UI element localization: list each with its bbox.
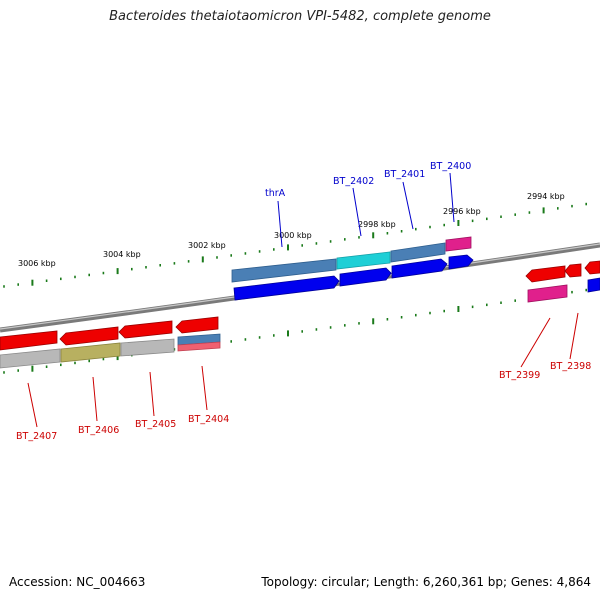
gene-label[interactable]: BT_2404 (188, 414, 229, 425)
gene-feature-bt2400[interactable] (445, 236, 472, 252)
tick-label: 2994 kbp (527, 192, 565, 201)
gene-label[interactable]: BT_2399 (499, 370, 540, 381)
gene-feature-bt2401[interactable] (390, 242, 446, 263)
tick-label: 2998 kbp (358, 220, 396, 229)
cds-arrow-forward[interactable] (587, 277, 600, 293)
tick-label: 3006 kbp (18, 259, 56, 268)
reverse-cds-lane (0, 260, 600, 351)
gene-feature-bt2405[interactable] (120, 338, 175, 357)
tick-label: 3004 kbp (103, 250, 141, 259)
gene-label[interactable]: BT_2398 (550, 361, 591, 372)
tick-label: 3000 kbp (274, 231, 312, 240)
cds-arrow-reverse[interactable] (564, 263, 582, 278)
label-leaders-top (277, 172, 455, 248)
tick-label: 2996 kbp (443, 207, 481, 216)
gene-feature-bt2406[interactable] (60, 342, 121, 363)
tick-row-upper (3, 202, 588, 288)
gene-feature-bt2407[interactable] (0, 348, 61, 369)
gene-label[interactable]: BT_2400 (430, 161, 471, 172)
gene-feature-bt2402[interactable] (336, 251, 391, 270)
feature-lane-top-colored (231, 236, 472, 283)
cds-arrow-forward[interactable] (448, 254, 474, 270)
cds-arrow-forward[interactable] (233, 275, 340, 301)
cds-arrow-reverse[interactable] (175, 316, 219, 334)
cds-arrow-reverse[interactable] (0, 330, 58, 351)
gene-feature-bt2399[interactable] (527, 284, 568, 303)
gene-label[interactable]: BT_2402 (333, 176, 374, 187)
gene-feature-bt2404-b[interactable] (177, 341, 221, 352)
gene-label[interactable]: BT_2407 (16, 431, 57, 442)
cds-arrow-reverse[interactable] (118, 320, 173, 339)
gene-label[interactable]: BT_2401 (384, 169, 425, 180)
gene-labels-bottom: BT_2407 BT_2406 BT_2405 BT_2404 BT_2399 … (16, 361, 591, 442)
gene-label[interactable]: BT_2405 (135, 419, 176, 430)
cds-arrow-forward[interactable] (339, 267, 392, 287)
gene-label[interactable]: BT_2406 (78, 425, 119, 436)
gene-labels-top: thrA BT_2402 BT_2401 BT_2400 (265, 161, 471, 199)
gene-label[interactable]: thrA (265, 188, 286, 199)
cds-arrow-reverse[interactable] (584, 260, 600, 275)
tick-label: 3002 kbp (188, 241, 226, 250)
label-leaders-bottom (27, 312, 579, 428)
genome-summary-text: Topology: circular; Length: 6,260,361 bp… (261, 575, 591, 589)
forward-cds-lane (233, 254, 600, 301)
accession-text: Accession: NC_004663 (9, 575, 146, 589)
gene-feature-thrA[interactable] (231, 258, 337, 283)
cds-arrow-reverse[interactable] (59, 326, 119, 346)
cds-arrow-reverse[interactable] (525, 265, 566, 283)
cds-arrow-forward[interactable] (391, 258, 448, 279)
tick-labels: 3006 kbp 3004 kbp 3002 kbp 3000 kbp 2998… (18, 192, 565, 268)
feature-lane-bottom-colored (0, 284, 568, 369)
map-title: Bacteroides thetaiotaomicron VPI-5482, c… (109, 9, 491, 24)
